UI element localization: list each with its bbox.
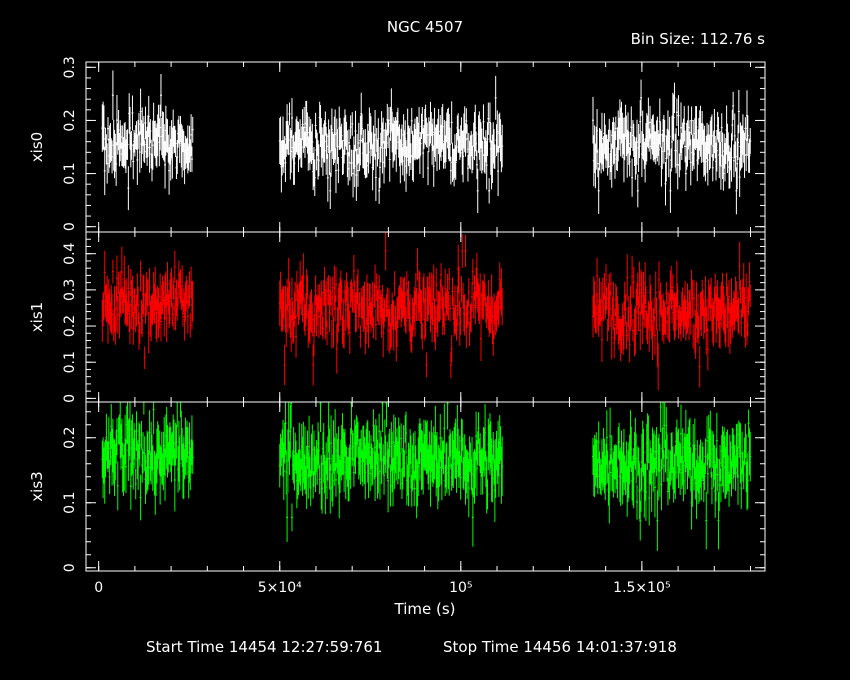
x-tick-label: 5×10⁴: [258, 580, 302, 596]
y-tick-label-xis3: 0.1: [62, 492, 78, 514]
y-axis-label-xis3: xis3: [28, 471, 46, 501]
start-time-label: Start Time 14454 12:27:59:761: [146, 638, 382, 656]
panels-group: 0 0.1 0.2 0.3 xis0 0 0.1 0.2 0.3 0.4 xis1 0 0.1 0.2 xi…: [28, 56, 766, 572]
series-xis0: [101, 70, 752, 215]
series-xis3: [101, 402, 752, 551]
panel-xis1: 0 0.1 0.2 0.3 0.4 xis1: [28, 231, 766, 403]
y-tick-label-xis3: 0.2: [62, 427, 78, 449]
y-tick-label-xis0: 0.3: [62, 56, 78, 78]
panel-xis3: 0 0.1 0.2 xis3: [28, 401, 766, 572]
panel-xis0: 0 0.1 0.2 0.3 xis0: [28, 56, 766, 233]
y-tick-label-xis1: 0.1: [62, 351, 78, 373]
y-tick-label-xis1: 0: [62, 394, 78, 403]
y-tick-label-xis0: 0: [62, 222, 78, 231]
plot-title: NGC 4507: [387, 18, 463, 36]
y-tick-label-xis1: 0.3: [62, 279, 78, 301]
panel-frame-xis3: [85, 401, 766, 572]
y-tick-label-xis0: 0.1: [62, 162, 78, 184]
x-tick-label: 1.5×10⁵: [613, 580, 670, 596]
x-axis-label: Time (s): [394, 600, 456, 618]
y-axis-label-xis1: xis1: [28, 302, 46, 332]
x-axis: 0 5×10⁴ 10⁵ 1.5×10⁵: [94, 580, 670, 596]
x-tick-label: 10⁵: [449, 580, 472, 596]
series-xis1: [101, 232, 752, 391]
y-tick-label-xis0: 0.2: [62, 109, 78, 131]
y-tick-label-xis1: 0.4: [62, 242, 78, 264]
y-axis-label-xis0: xis0: [28, 132, 46, 162]
y-tick-label-xis3: 0: [62, 563, 78, 572]
bin-size-label: Bin Size: 112.76 s: [631, 30, 766, 48]
x-tick-label: 0: [94, 580, 103, 596]
stop-time-label: Stop Time 14456 14:01:37:918: [443, 638, 677, 656]
y-tick-label-xis1: 0.2: [62, 315, 78, 337]
